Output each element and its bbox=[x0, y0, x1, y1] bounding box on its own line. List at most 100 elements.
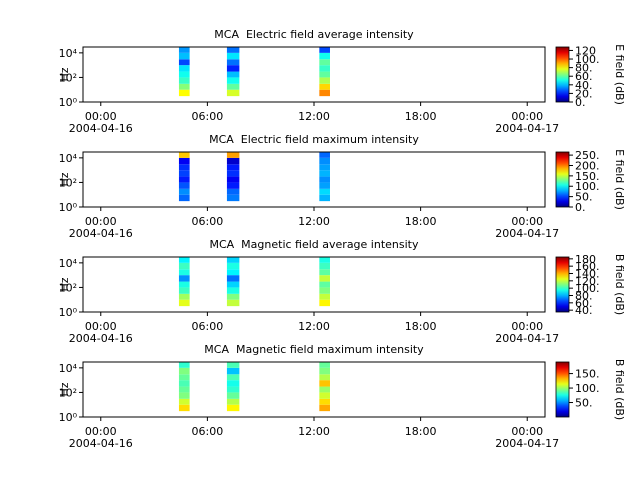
spectrogram-cell bbox=[319, 83, 330, 90]
colorbar-tick-label: 40. bbox=[575, 304, 593, 317]
chart-title: MCA Magnetic field average intensity bbox=[209, 238, 418, 251]
x-tick-label: 06:00 bbox=[192, 425, 224, 438]
spectrogram-cell bbox=[226, 404, 240, 412]
spectrogram-cell bbox=[226, 281, 240, 288]
spectrogram-cell bbox=[178, 65, 190, 72]
y-tick-label: 10⁰ bbox=[59, 96, 78, 109]
spectrogram-cell bbox=[226, 269, 240, 276]
spectrogram-cell bbox=[319, 392, 330, 399]
spectrogram-cell bbox=[319, 362, 330, 368]
colorbar-tick-label: 20. bbox=[575, 87, 593, 100]
spectrogram-cell bbox=[319, 380, 330, 387]
spectrogram-cell bbox=[226, 194, 240, 202]
y-axis-label: Hz bbox=[58, 172, 71, 186]
spectrogram-cell bbox=[178, 194, 190, 202]
spectrogram-cell bbox=[178, 157, 190, 165]
spectrogram-cell bbox=[178, 367, 190, 375]
spectrogram-cell bbox=[178, 59, 190, 66]
spectrogram-cell bbox=[226, 71, 240, 78]
spectrogram-cell bbox=[319, 287, 330, 294]
spectrogram-cell bbox=[226, 392, 240, 399]
spectrogram-cell bbox=[178, 362, 190, 368]
colorbar-tick-label: 50. bbox=[575, 397, 593, 410]
spectrogram-cell bbox=[178, 262, 190, 270]
colorbar-label: B field (dB) bbox=[613, 254, 626, 315]
x-tick-label: 00:00 bbox=[85, 320, 117, 333]
colorbar-tick-label: 80. bbox=[575, 290, 593, 303]
colorbar-tick-label: 120. bbox=[575, 275, 600, 288]
spectrogram-cell bbox=[226, 380, 240, 387]
x-date-label: 2004-04-17 bbox=[495, 332, 559, 345]
y-tick-label: 10² bbox=[59, 281, 77, 294]
colorbar-tick-label: 80. bbox=[575, 62, 593, 75]
x-tick-label: 12:00 bbox=[298, 425, 330, 438]
x-tick-label: 18:00 bbox=[405, 425, 437, 438]
colorbar bbox=[555, 361, 570, 418]
y-tick-label: 10⁴ bbox=[59, 152, 78, 165]
spectrogram-cell bbox=[226, 157, 240, 165]
spectrogram-cell bbox=[319, 152, 330, 158]
colorbar-tick-label: 150. bbox=[575, 170, 600, 183]
spectrogram-cell bbox=[319, 157, 330, 165]
spectrogram-cell bbox=[319, 367, 330, 375]
spectrogram-cell bbox=[319, 52, 330, 60]
spectrogram-cell bbox=[319, 404, 330, 412]
colorbar-tick-label: 140. bbox=[575, 268, 600, 281]
spectrogram-cell bbox=[178, 392, 190, 399]
spectrogram-cell bbox=[319, 398, 330, 405]
spectrogram-cell bbox=[178, 275, 190, 282]
spectrogram-cell bbox=[178, 269, 190, 276]
y-tick-label: 10² bbox=[59, 71, 77, 84]
spectrogram-cell bbox=[178, 176, 190, 183]
x-tick-label: 18:00 bbox=[405, 215, 437, 228]
x-date-label: 2004-04-16 bbox=[69, 437, 133, 450]
spectrogram-cell bbox=[178, 182, 190, 189]
chart-title: MCA Magnetic field maximum intensity bbox=[204, 343, 424, 356]
y-tick-label: 10² bbox=[59, 176, 77, 189]
spectrogram-cell bbox=[226, 299, 240, 307]
y-tick-label: 10⁰ bbox=[59, 306, 78, 319]
spectrogram-cell bbox=[226, 374, 240, 381]
y-axis-label: Hz bbox=[58, 382, 71, 396]
axes-frame bbox=[82, 151, 546, 208]
spectrogram-cell bbox=[319, 176, 330, 183]
spectrogram-cell bbox=[319, 77, 330, 84]
spectrogram-cell bbox=[178, 71, 190, 78]
spectrogram-cell bbox=[226, 164, 240, 171]
spectrogram-cell bbox=[178, 404, 190, 412]
y-tick-label: 10² bbox=[59, 386, 77, 399]
spectrogram-cell bbox=[178, 89, 190, 97]
y-axis-label: Hz bbox=[58, 277, 71, 291]
spectrogram-cell bbox=[178, 77, 190, 84]
spectrogram-cell bbox=[226, 257, 240, 263]
spectrogram-cell bbox=[178, 398, 190, 405]
spectrogram-cell bbox=[178, 47, 190, 53]
spectrogram-cell bbox=[226, 293, 240, 300]
x-date-label: 2004-04-16 bbox=[69, 332, 133, 345]
spectrogram-cell bbox=[319, 59, 330, 66]
y-tick-label: 10⁰ bbox=[59, 201, 78, 214]
colorbar-label: E field (dB) bbox=[613, 149, 626, 210]
y-tick-label: 10⁰ bbox=[59, 411, 78, 424]
spectrogram-cell bbox=[226, 386, 240, 393]
colorbar-tick-label: 60. bbox=[575, 70, 593, 83]
spectrogram-cell bbox=[178, 170, 190, 177]
axes-frame bbox=[82, 361, 546, 418]
spectrogram-cell bbox=[319, 194, 330, 202]
x-tick-label: 00:00 bbox=[511, 425, 543, 438]
spectrogram-cell bbox=[178, 293, 190, 300]
x-tick-label: 00:00 bbox=[85, 110, 117, 123]
spectrogram-cell bbox=[226, 367, 240, 375]
colorbar-label: E field (dB) bbox=[613, 44, 626, 105]
x-tick-label: 18:00 bbox=[405, 320, 437, 333]
x-tick-label: 00:00 bbox=[511, 110, 543, 123]
spectrogram-cell bbox=[319, 374, 330, 381]
colorbar-tick-label: 160. bbox=[575, 260, 600, 273]
chart-title: MCA Electric field maximum intensity bbox=[209, 133, 419, 146]
spectrogram-cell bbox=[226, 287, 240, 294]
spectrogram-cell bbox=[226, 47, 240, 53]
colorbar bbox=[555, 46, 570, 103]
colorbar-label: B field (dB) bbox=[613, 359, 626, 420]
spectrogram-cell bbox=[226, 59, 240, 66]
x-date-label: 2004-04-17 bbox=[495, 437, 559, 450]
